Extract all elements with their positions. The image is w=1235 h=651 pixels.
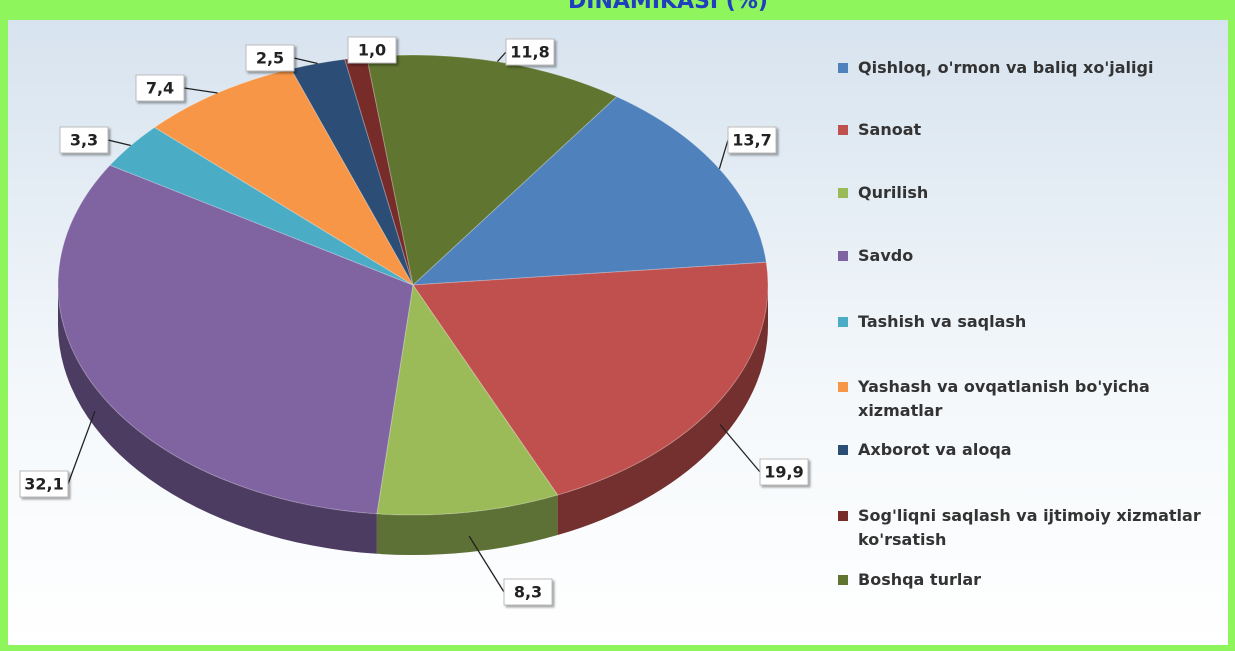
- legend-swatch: [838, 251, 848, 261]
- legend-item: Sog'liqni saqlash va ijtimoiy xizmatlar …: [838, 504, 1228, 552]
- data-label: 13,7: [732, 131, 771, 150]
- legend-item: Tashish va saqlash: [838, 310, 1228, 334]
- data-label: 3,3: [70, 131, 98, 150]
- legend-swatch: [838, 445, 848, 455]
- legend-swatch: [838, 63, 848, 73]
- legend-swatch: [838, 511, 848, 521]
- data-label-box: [135, 74, 185, 102]
- slice: [57, 164, 414, 515]
- data-label: 2,5: [256, 49, 284, 68]
- data-label: 32,1: [24, 475, 63, 494]
- leader-line: [468, 535, 505, 593]
- data-label-box: [727, 126, 777, 154]
- legend-swatch: [838, 317, 848, 327]
- legend-label: Tashish va saqlash: [858, 312, 1027, 331]
- chart-title: DINAMIKASI (%): [568, 0, 768, 14]
- legend-swatch: [838, 188, 848, 198]
- data-label-box: [59, 126, 109, 154]
- legend-item: Sanoat: [838, 118, 1228, 142]
- data-label-box: [245, 44, 295, 72]
- leader-line: [67, 410, 96, 485]
- legend-swatch: [838, 575, 848, 585]
- legend-item: Yashash va ovqatlanish bo'yicha xizmatla…: [838, 375, 1228, 423]
- legend-item: Qishloq, o'rmon va baliq xo'jaligi: [838, 56, 1228, 80]
- slice-side: [376, 495, 558, 555]
- leader-line: [107, 139, 131, 147]
- legend-label: Sanoat: [858, 120, 922, 139]
- legend-label: Boshqa turlar: [858, 570, 982, 589]
- slice: [412, 261, 769, 496]
- legend-label: Yashash va ovqatlanish bo'yicha xizmatla…: [858, 377, 1150, 420]
- slice-side: [58, 285, 377, 554]
- pie-sides: [58, 285, 768, 555]
- legend-item: Axborot va aloqa: [838, 438, 1228, 462]
- slice: [376, 283, 559, 516]
- slice-side: [557, 285, 768, 536]
- data-label-box: [759, 458, 809, 486]
- legend-swatch: [838, 125, 848, 135]
- data-label: 19,9: [764, 463, 803, 482]
- legend-swatch: [838, 382, 848, 392]
- legend-label: Sog'liqni saqlash va ijtimoiy xizmatlar …: [858, 506, 1201, 549]
- data-label-box: [347, 36, 397, 64]
- leader-line: [496, 51, 507, 63]
- data-label: 8,3: [514, 583, 542, 602]
- legend-item: Qurilish: [838, 181, 1228, 205]
- legend-label: Savdo: [858, 246, 914, 265]
- data-label: 1,0: [358, 41, 386, 60]
- legend-item: Boshqa turlar: [838, 568, 1228, 592]
- data-label-box: [19, 470, 69, 498]
- slice: [109, 126, 414, 286]
- data-label-box: [503, 578, 553, 606]
- legend-item: Savdo: [838, 244, 1228, 268]
- data-label-box: [505, 38, 555, 66]
- leader-line: [293, 57, 318, 65]
- leader-line: [183, 87, 218, 94]
- leader-line: [719, 424, 761, 473]
- data-label: 11,8: [510, 43, 549, 62]
- leader-line: [718, 139, 729, 170]
- legend-label: Qurilish: [858, 183, 929, 202]
- legend-label: Axborot va aloqa: [858, 440, 1012, 459]
- data-label: 7,4: [146, 79, 174, 98]
- legend-label: Qishloq, o'rmon va baliq xo'jaligi: [858, 58, 1154, 77]
